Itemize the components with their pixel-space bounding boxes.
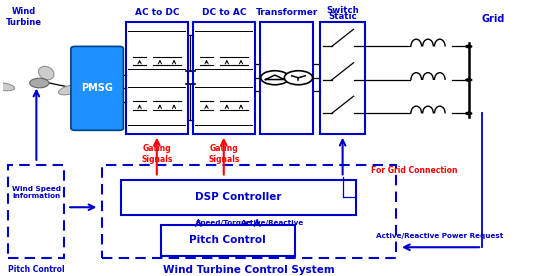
Circle shape [465,45,473,48]
Text: Static: Static [328,12,357,21]
Ellipse shape [59,84,81,95]
Text: Active/Reactive: Active/Reactive [241,220,305,226]
Circle shape [261,71,289,85]
Text: DC to AC: DC to AC [202,8,246,17]
Text: Wind
Turbine: Wind Turbine [6,7,43,27]
Text: Wind Speed
Information: Wind Speed Information [12,186,61,199]
Text: Switch: Switch [326,6,359,15]
Bar [260,22,314,134]
Text: Speed/Torque: Speed/Torque [196,220,252,226]
Text: Gating
Signals: Gating Signals [208,144,239,164]
Text: AC to DC: AC to DC [135,8,179,17]
Text: Pitch Control: Pitch Control [8,265,65,274]
Bar [8,165,65,258]
Bar [161,225,295,256]
Bar [193,22,254,134]
Bar [102,165,396,258]
Text: Grid: Grid [481,14,505,24]
FancyBboxPatch shape [71,46,123,130]
Text: DSP Controller: DSP Controller [195,192,282,202]
Ellipse shape [0,82,15,91]
Ellipse shape [38,66,54,80]
Text: Gating
Signals: Gating Signals [141,144,172,164]
Circle shape [465,78,473,82]
Circle shape [465,112,473,115]
Bar [320,22,365,134]
Bar [126,22,188,134]
Bar [121,180,356,214]
Text: Wind Turbine Control System: Wind Turbine Control System [163,265,335,275]
Circle shape [30,78,49,88]
Text: Transformer: Transformer [255,8,318,17]
Text: For Grid Connection: For Grid Connection [371,166,457,175]
Circle shape [284,71,313,85]
Text: PMSG: PMSG [81,83,113,93]
Text: Pitch Control: Pitch Control [189,235,266,245]
Text: Active/Reactive Power Request: Active/Reactive Power Request [376,233,503,239]
